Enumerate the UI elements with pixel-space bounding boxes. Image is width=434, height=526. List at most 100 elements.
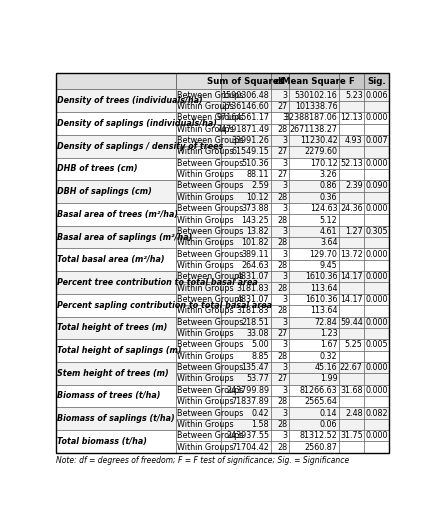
- Text: Between Groups: Between Groups: [177, 136, 243, 145]
- Bar: [289, 124, 339, 135]
- Text: 170.12: 170.12: [310, 159, 338, 168]
- Bar: [364, 89, 389, 101]
- Bar: [364, 158, 389, 169]
- Bar: [270, 101, 289, 112]
- Bar: [221, 203, 270, 214]
- Bar: [339, 282, 364, 294]
- Text: 12.13: 12.13: [340, 113, 363, 123]
- Text: 3: 3: [283, 227, 288, 236]
- Bar: [289, 328, 339, 339]
- Text: 3: 3: [283, 431, 288, 440]
- Bar: [176, 419, 221, 430]
- Bar: [364, 135, 389, 146]
- Bar: [364, 124, 389, 135]
- Bar: [221, 89, 270, 101]
- Text: 31.68: 31.68: [340, 386, 363, 395]
- Text: 28: 28: [278, 284, 288, 292]
- Text: 1610.36: 1610.36: [305, 295, 338, 304]
- Text: 27: 27: [277, 329, 288, 338]
- Bar: [339, 373, 364, 385]
- Text: 2279.60: 2279.60: [305, 147, 338, 156]
- Text: 14.17: 14.17: [340, 295, 363, 304]
- Text: Between Groups: Between Groups: [177, 227, 243, 236]
- Text: 218.51: 218.51: [241, 318, 269, 327]
- Bar: [289, 396, 339, 407]
- Bar: [221, 328, 270, 339]
- Bar: [289, 385, 339, 396]
- Bar: [176, 89, 221, 101]
- Bar: [270, 294, 289, 305]
- Text: 0.005: 0.005: [365, 340, 388, 349]
- Bar: [339, 135, 364, 146]
- Text: 9.45: 9.45: [320, 261, 338, 270]
- Text: 28: 28: [278, 420, 288, 429]
- Bar: [221, 294, 270, 305]
- Bar: [364, 350, 389, 362]
- Bar: [176, 350, 221, 362]
- Bar: [270, 419, 289, 430]
- Bar: [339, 112, 364, 124]
- Text: 3: 3: [283, 295, 288, 304]
- Bar: [56, 135, 176, 158]
- Bar: [270, 362, 289, 373]
- Bar: [339, 237, 364, 248]
- Text: Density of saplings (individuals/ha): Density of saplings (individuals/ha): [57, 119, 217, 128]
- Text: Sum of Squares: Sum of Squares: [207, 77, 284, 86]
- Text: 0.006: 0.006: [365, 90, 388, 99]
- Text: Within Groups: Within Groups: [177, 420, 233, 429]
- Text: 2.39: 2.39: [345, 181, 363, 190]
- Text: 2736146.60: 2736146.60: [221, 102, 269, 111]
- Text: 3181.83: 3181.83: [237, 306, 269, 315]
- Text: Between Groups: Between Groups: [177, 249, 243, 259]
- Text: 0.000: 0.000: [365, 249, 388, 259]
- Text: 5.25: 5.25: [345, 340, 363, 349]
- Text: 22.67: 22.67: [340, 363, 363, 372]
- Text: 0.14: 0.14: [320, 409, 338, 418]
- Bar: [364, 373, 389, 385]
- Text: DHB of trees (cm): DHB of trees (cm): [57, 165, 138, 174]
- Bar: [364, 237, 389, 248]
- Text: 143.25: 143.25: [241, 216, 269, 225]
- Text: 8.85: 8.85: [252, 352, 269, 361]
- Text: 71837.89: 71837.89: [231, 397, 269, 406]
- Bar: [176, 112, 221, 124]
- Bar: [364, 430, 389, 441]
- Bar: [339, 441, 364, 453]
- Bar: [270, 260, 289, 271]
- Text: 13.82: 13.82: [247, 227, 269, 236]
- Text: 32388187.06: 32388187.06: [285, 113, 338, 123]
- Text: Between Groups: Between Groups: [177, 409, 243, 418]
- Bar: [56, 203, 176, 226]
- Bar: [364, 339, 389, 350]
- Text: 0.000: 0.000: [365, 113, 388, 123]
- Text: Between Groups: Between Groups: [177, 318, 243, 327]
- Bar: [364, 248, 389, 260]
- Text: 5.00: 5.00: [252, 340, 269, 349]
- Text: 3: 3: [283, 204, 288, 213]
- Bar: [56, 226, 176, 248]
- Text: Between Groups: Between Groups: [177, 204, 243, 213]
- Text: 1.99: 1.99: [320, 375, 338, 383]
- Text: 243937.55: 243937.55: [226, 431, 269, 440]
- Bar: [176, 441, 221, 453]
- Text: Within Groups: Within Groups: [177, 261, 233, 270]
- Bar: [221, 146, 270, 158]
- Text: Within Groups: Within Groups: [177, 397, 233, 406]
- Text: Basal area of saplings (m²/ha): Basal area of saplings (m²/ha): [57, 232, 193, 241]
- Text: Between Groups: Between Groups: [177, 159, 243, 168]
- Bar: [339, 180, 364, 191]
- Text: 1.27: 1.27: [345, 227, 363, 236]
- Bar: [339, 191, 364, 203]
- Text: 0.000: 0.000: [365, 318, 388, 327]
- Bar: [270, 135, 289, 146]
- Text: 2671138.27: 2671138.27: [289, 125, 338, 134]
- Text: Within Groups: Within Groups: [177, 329, 233, 338]
- Text: 5.12: 5.12: [320, 216, 338, 225]
- Bar: [289, 169, 339, 180]
- Bar: [176, 135, 221, 146]
- Text: 2565.64: 2565.64: [305, 397, 338, 406]
- Bar: [176, 373, 221, 385]
- Text: 28: 28: [278, 238, 288, 247]
- Text: 264.63: 264.63: [242, 261, 269, 270]
- Bar: [364, 73, 389, 89]
